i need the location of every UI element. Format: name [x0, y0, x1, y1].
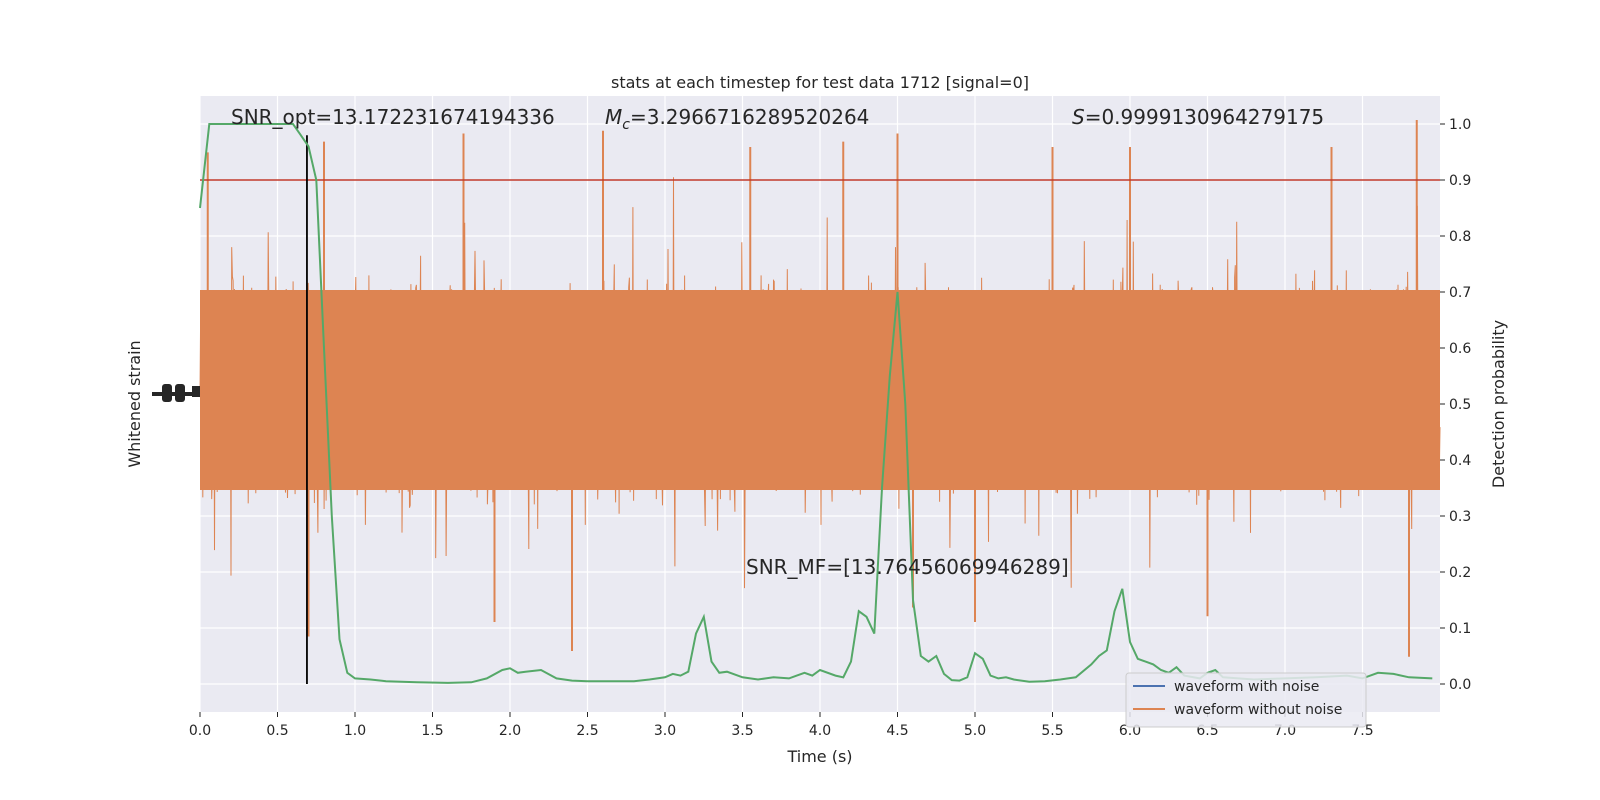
legend-label-with-noise: waveform with noise — [1174, 679, 1319, 695]
y-tick-label: 0.6 — [1449, 341, 1471, 357]
x-axis-ticks: 0.0 0.5 1.0 1.5 2.0 2.5 3.0 3.5 4.0 4.5 5.0 5.5 6.0 6… — [189, 712, 1374, 739]
y-tick-label: 0.8 — [1449, 229, 1471, 245]
mc-subscript: c — [622, 117, 630, 133]
s-symbol: S — [1072, 105, 1085, 129]
left-axis-tick-glyph — [152, 384, 200, 402]
y-tick-label: 0.9 — [1449, 173, 1471, 189]
y-tick-label: 0.5 — [1449, 397, 1471, 413]
mc-symbol: M — [605, 105, 622, 129]
x-tick-label: 1.5 — [421, 723, 443, 739]
strain-series — [199, 120, 1441, 657]
x-tick-label: 1.0 — [344, 723, 366, 739]
mc-value: =3.2966716289520264 — [630, 105, 869, 129]
y-tick-label: 0.1 — [1449, 621, 1471, 637]
annotation-snr-mf: SNR_MF=[13.76456069946289] — [746, 555, 1069, 579]
legend: waveform with noise waveform without noi… — [1125, 672, 1367, 728]
annotation-snr-opt: SNR_opt=13.172231674194336 — [231, 105, 555, 129]
annotation-s: S=0.9999130964279175 — [1072, 105, 1324, 129]
x-tick-label: 2.5 — [576, 723, 598, 739]
x-tick-label: 4.0 — [809, 723, 831, 739]
strain-dense-band — [200, 290, 1440, 490]
y-tick-label: 0.2 — [1449, 565, 1471, 581]
x-tick-label: 3.5 — [731, 723, 753, 739]
y-tick-label: 0.0 — [1449, 677, 1471, 693]
y-tick-label: 0.7 — [1449, 285, 1471, 301]
x-axis-label: Time (s) — [786, 747, 852, 766]
y-tick-label: 1.0 — [1449, 117, 1471, 133]
annotation-mc: Mc=3.2966716289520264 — [605, 105, 869, 133]
legend-box — [1125, 672, 1367, 728]
x-tick-label: 5.0 — [964, 723, 986, 739]
y-tick-label: 0.4 — [1449, 453, 1471, 469]
x-tick-label: 2.0 — [499, 723, 521, 739]
chart-title: stats at each timestep for test data 171… — [611, 73, 1029, 92]
x-tick-label: 4.5 — [886, 723, 908, 739]
detection-probability-line — [199, 123, 1433, 684]
x-tick-label: 0.0 — [189, 723, 211, 739]
s-value: =0.9999130964279175 — [1085, 105, 1324, 129]
x-tick-label: 3.0 — [654, 723, 676, 739]
y-axis-right-label: Detection probability — [1489, 320, 1508, 488]
y-axis-right-ticks: 0.0 0.1 0.2 0.3 0.4 0.5 0.6 0.7 0.8 0.9 1.0 — [1440, 117, 1471, 693]
legend-label-without-noise: waveform without noise — [1174, 702, 1342, 718]
x-tick-label: 0.5 — [266, 723, 288, 739]
x-tick-label: 5.5 — [1041, 723, 1063, 739]
y-tick-label: 0.3 — [1449, 509, 1471, 525]
y-axis-left-label: Whitened strain — [125, 340, 144, 467]
